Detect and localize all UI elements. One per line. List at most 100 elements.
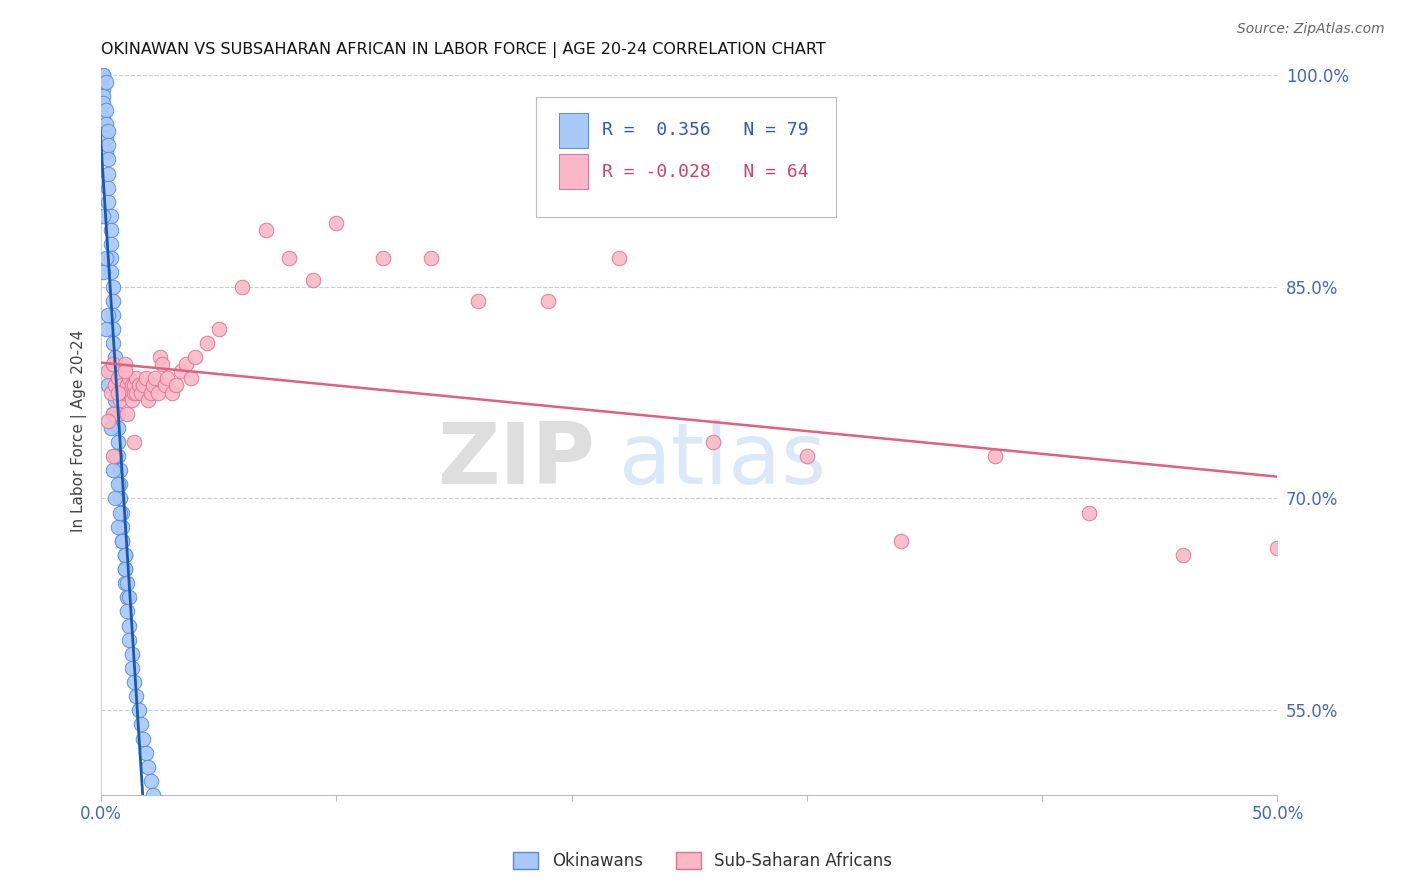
Point (125, 385, 148, 400)
Point (121, 378, 143, 392)
Point (108, 506, 131, 520)
Point (104, 364, 127, 378)
Point (97, 167, 120, 181)
Point (208, 322, 231, 336)
Point (104, 491, 127, 506)
Point (115, 378, 138, 392)
Point (100, 265, 122, 279)
Point (170, 364, 193, 378)
Point (114, 357, 136, 371)
Point (97, 194, 120, 209)
Point (139, 385, 162, 400)
Point (97, 308, 120, 322)
Point (108, 392, 131, 407)
Point (111, 519, 134, 533)
Text: ZIP: ZIP (437, 419, 595, 502)
Point (93, 68, 115, 82)
Point (115, 604, 138, 618)
Point (100, 237, 122, 252)
Point (97, 414, 120, 428)
Point (93, 89, 115, 103)
Point (93, 82, 115, 96)
Point (254, 223, 277, 237)
Point (114, 548, 136, 562)
Point (419, 252, 441, 266)
Point (107, 421, 129, 435)
Point (302, 272, 325, 286)
FancyBboxPatch shape (558, 112, 588, 148)
Point (128, 703, 150, 717)
Point (108, 385, 131, 400)
Point (100, 223, 122, 237)
Point (118, 591, 141, 605)
Point (101, 279, 124, 293)
FancyBboxPatch shape (536, 96, 837, 217)
Point (101, 463, 124, 477)
Point (132, 378, 155, 392)
Text: R =  0.356   N = 79: R = 0.356 N = 79 (602, 121, 808, 139)
Point (108, 491, 131, 506)
Point (108, 463, 131, 477)
Point (118, 632, 141, 647)
Point (114, 562, 136, 576)
Point (97, 378, 120, 392)
Point (156, 371, 179, 385)
Point (128, 378, 150, 392)
Point (325, 216, 347, 230)
Point (122, 675, 145, 690)
Point (122, 378, 145, 392)
Point (101, 407, 124, 421)
Point (115, 407, 138, 421)
Point (94, 103, 117, 117)
Point (132, 731, 155, 746)
Point (101, 357, 124, 371)
Point (121, 392, 143, 407)
Point (94, 75, 117, 89)
Point (100, 364, 122, 378)
Point (139, 773, 162, 788)
Point (107, 519, 129, 533)
Point (104, 350, 127, 364)
Point (125, 689, 148, 703)
Point (104, 392, 127, 407)
Point (1078, 506, 1101, 520)
Point (165, 378, 187, 392)
Point (104, 449, 127, 463)
Point (111, 533, 134, 548)
Point (702, 434, 724, 449)
Point (97, 124, 120, 138)
Point (136, 760, 159, 774)
Point (142, 788, 165, 802)
Point (107, 371, 129, 385)
Y-axis label: In Labor Force | Age 20-24: In Labor Force | Age 20-24 (72, 330, 87, 533)
Point (101, 449, 124, 463)
Point (135, 746, 157, 760)
Point (537, 293, 560, 308)
Point (100, 385, 122, 400)
Point (114, 562, 136, 576)
Point (101, 308, 124, 322)
Point (97, 138, 120, 153)
Point (984, 449, 1007, 463)
Point (108, 477, 131, 491)
Point (101, 322, 124, 336)
Point (94, 131, 117, 145)
Point (373, 252, 395, 266)
Point (107, 477, 129, 491)
Point (121, 661, 143, 675)
Point (129, 717, 152, 731)
Point (1267, 541, 1289, 555)
FancyBboxPatch shape (558, 154, 588, 189)
Point (93, 209, 115, 223)
Point (100, 421, 122, 435)
Point (94, 322, 117, 336)
Point (93, 95, 115, 110)
Text: atlas: atlas (619, 419, 827, 502)
Point (122, 434, 145, 449)
Point (142, 378, 165, 392)
Point (94, 145, 117, 160)
Point (107, 449, 129, 463)
Point (143, 371, 166, 385)
Point (118, 385, 141, 400)
Point (97, 364, 120, 378)
